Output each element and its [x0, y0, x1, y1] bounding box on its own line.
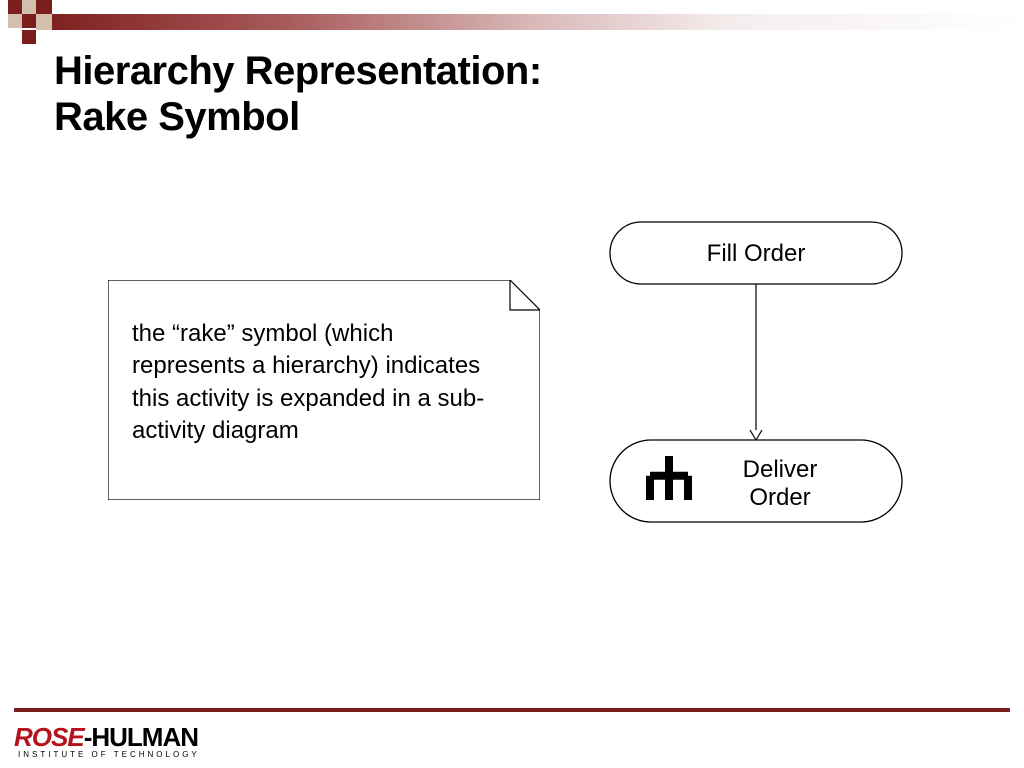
- svg-text:Fill Order: Fill Order: [707, 240, 806, 267]
- footer-divider: [14, 708, 1010, 712]
- logo-part-1: ROSE: [14, 722, 84, 752]
- svg-text:Deliver: Deliver: [743, 456, 818, 483]
- logo-part-2: -HULMAN: [84, 722, 198, 752]
- activity-diagram: Fill Order DeliverOrder: [0, 0, 1024, 768]
- svg-text:Order: Order: [749, 484, 810, 511]
- footer-logo: ROSE-HULMAN: [14, 722, 198, 753]
- footer-logo-subtitle: INSTITUTE OF TECHNOLOGY: [18, 750, 200, 759]
